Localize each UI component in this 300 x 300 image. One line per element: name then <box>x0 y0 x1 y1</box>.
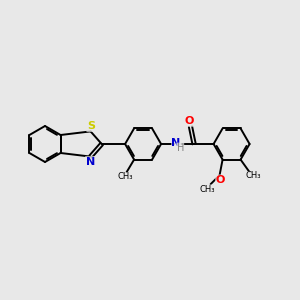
Text: O: O <box>215 175 225 185</box>
Text: H: H <box>177 143 184 153</box>
Text: CH₃: CH₃ <box>118 172 134 182</box>
Text: CH₃: CH₃ <box>200 185 215 194</box>
Text: O: O <box>184 116 194 127</box>
Text: CH₃: CH₃ <box>245 171 261 180</box>
Text: N: N <box>172 138 181 148</box>
Text: N: N <box>86 157 95 167</box>
Text: S: S <box>87 121 95 131</box>
